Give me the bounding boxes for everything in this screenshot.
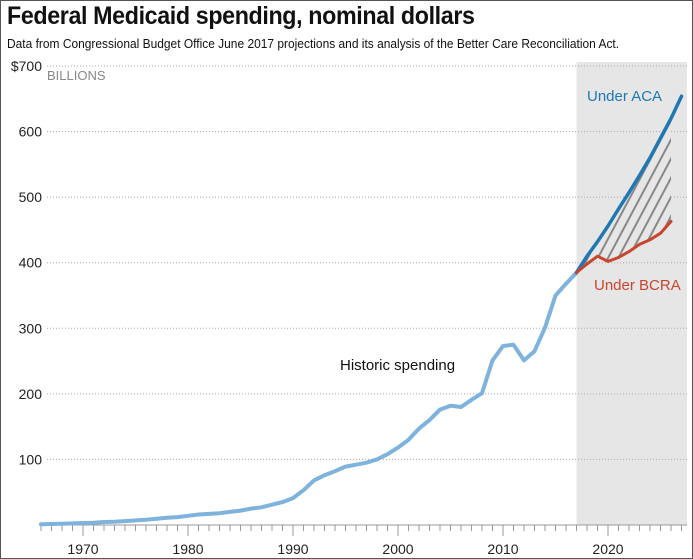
x-tick-label: 1970 [67, 541, 98, 557]
bcra-projection-line [575, 219, 673, 275]
chart-title: Federal Medicaid spending, nominal dolla… [7, 2, 475, 30]
x-tick-label: 2000 [382, 541, 413, 557]
historic-spending-line [39, 270, 579, 527]
annotation-aca: Under ACA [587, 88, 662, 105]
x-tick-label: 2010 [487, 541, 518, 557]
y-tick-label: 200 [19, 386, 43, 402]
chart-subtitle: Data from Congressional Budget Office Ju… [7, 36, 620, 51]
units-label: BILLIONS [47, 68, 106, 83]
y-tick-label: 500 [19, 189, 43, 205]
y-tick-label: $700 [11, 58, 42, 74]
annotation-historic: Historic spending [340, 357, 455, 374]
y-tick-label: 100 [19, 451, 43, 467]
annotation-bcra: Under BCRA [594, 277, 681, 294]
x-tick-label: 1980 [172, 541, 203, 557]
y-tick-label: 300 [19, 320, 43, 336]
y-tick-label: 400 [19, 255, 43, 271]
x-tick-label: 2020 [592, 541, 623, 557]
y-tick-label: 600 [19, 124, 43, 140]
x-tick-label: 1990 [277, 541, 308, 557]
difference-hatch-area [576, 118, 671, 273]
aca-projection-line [574, 94, 684, 275]
